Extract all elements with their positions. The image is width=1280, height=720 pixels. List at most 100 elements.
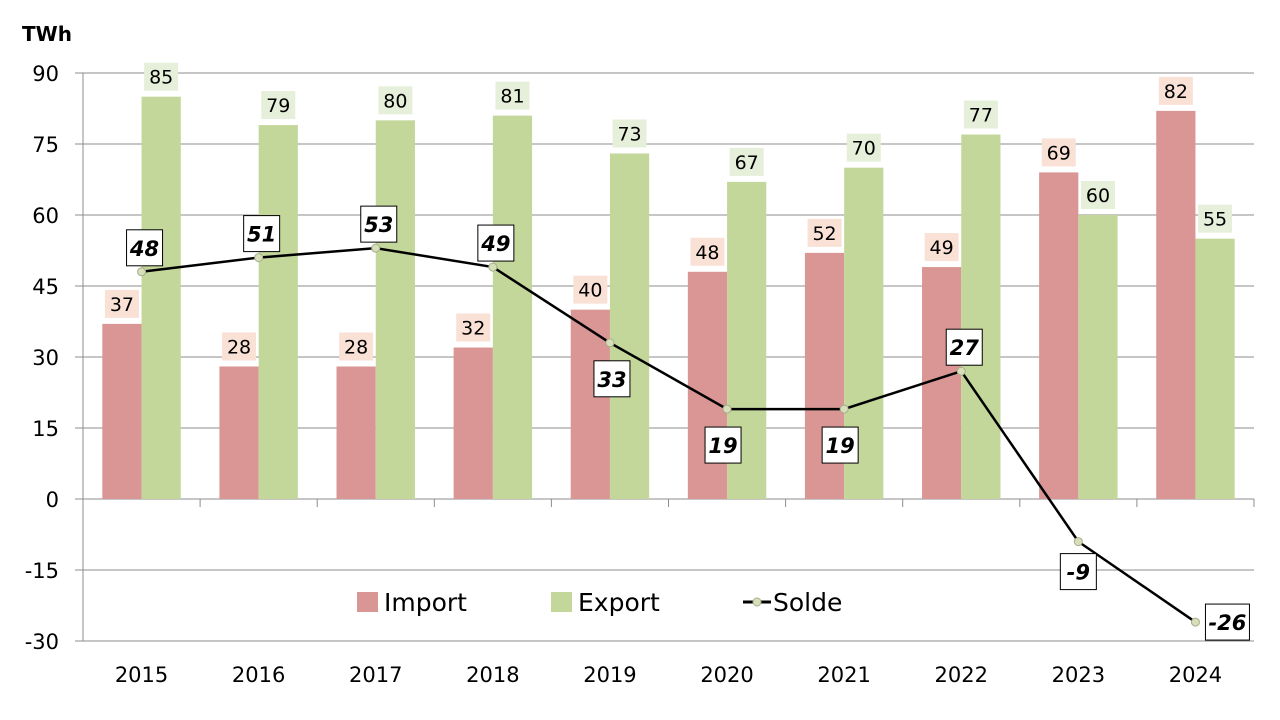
bar-label-bg-import bbox=[1041, 138, 1076, 167]
solde-label-box bbox=[1204, 603, 1250, 641]
bar-labels: 37 85 28 79 28 80 32 81 40 73 48 67 52 70 49 77 69 60 82 55 bbox=[104, 62, 1233, 361]
x-tick-label: 2024 bbox=[1169, 663, 1222, 687]
legend-marker-solde bbox=[752, 597, 762, 607]
y-tick-label: 0 bbox=[46, 488, 59, 512]
bar-export bbox=[609, 153, 650, 499]
x-tick-label: 2015 bbox=[115, 663, 168, 687]
solde-marker bbox=[956, 366, 966, 376]
solde-label: 53 bbox=[364, 213, 393, 237]
bars bbox=[102, 96, 1235, 500]
bar-label-export: 77 bbox=[969, 105, 993, 127]
bar-label-bg-import bbox=[222, 332, 257, 361]
legend-swatch-export bbox=[551, 592, 572, 612]
solde-label-box bbox=[243, 215, 281, 253]
solde-label: 49 bbox=[480, 232, 510, 256]
bar-import bbox=[570, 309, 610, 499]
bar-label-bg-export bbox=[1080, 181, 1115, 209]
x-tick-label: 2017 bbox=[349, 663, 402, 687]
bar-label-bg-import bbox=[1158, 76, 1193, 105]
legend-label-import: Import bbox=[384, 588, 467, 617]
solde-label: 19 bbox=[708, 434, 737, 458]
x-tick-label: 2021 bbox=[817, 663, 870, 687]
y-tick-label: -30 bbox=[25, 630, 59, 654]
legend: Import Export Solde bbox=[357, 588, 842, 617]
solde-line: 48 51 53 49 33 19 19 27 -9 -26 bbox=[126, 205, 1250, 641]
bar-import bbox=[687, 271, 728, 499]
solde-marker bbox=[488, 262, 498, 272]
bar-label-bg-export bbox=[963, 100, 998, 129]
bar-label-export: 85 bbox=[149, 67, 173, 89]
bar-label-bg-export bbox=[495, 81, 530, 110]
legend-swatch-import bbox=[357, 592, 378, 612]
bar-label-export: 60 bbox=[1086, 185, 1110, 207]
bar-label-bg-export bbox=[612, 119, 647, 148]
solde-marker bbox=[1190, 617, 1200, 627]
bar-label-export: 79 bbox=[266, 95, 290, 117]
bar-label-bg-export bbox=[378, 86, 413, 115]
bar-label-export: 55 bbox=[1203, 209, 1227, 231]
bar-import bbox=[1039, 172, 1079, 499]
solde-label-box bbox=[704, 426, 742, 464]
bar-export bbox=[1195, 238, 1235, 499]
solde-label-box bbox=[821, 426, 859, 464]
y-tick-label: 60 bbox=[32, 204, 59, 228]
bar-label-import: 48 bbox=[695, 242, 719, 264]
solde-marker bbox=[137, 267, 147, 277]
bar-label-export: 73 bbox=[617, 123, 641, 145]
solde-marker bbox=[839, 404, 849, 414]
solde-line-path bbox=[141, 246, 1197, 624]
bar-label-bg-export bbox=[1198, 204, 1233, 233]
solde-label: 51 bbox=[247, 223, 276, 247]
bar-label-bg-import bbox=[104, 289, 139, 318]
y-tick-label: 45 bbox=[32, 275, 59, 299]
bar-label-export: 70 bbox=[852, 138, 876, 160]
solde-label-box bbox=[593, 360, 631, 398]
x-axis-ticks: 2015 2016 2017 2018 2019 2020 2021 2022 2023 2024 bbox=[115, 663, 1222, 687]
solde-label: 19 bbox=[826, 434, 855, 458]
y-tick-label: 90 bbox=[32, 62, 59, 86]
bar-import bbox=[102, 323, 142, 499]
y-tick-label: 15 bbox=[32, 417, 59, 441]
bar-label-import: 37 bbox=[110, 294, 134, 316]
solde-label-box bbox=[126, 229, 164, 267]
bar-import bbox=[336, 366, 376, 499]
solde-marker bbox=[722, 404, 732, 414]
x-tick-label: 2022 bbox=[935, 663, 988, 687]
bar-import bbox=[1156, 110, 1196, 499]
bar-export bbox=[258, 125, 298, 500]
x-tick-label: 2020 bbox=[700, 663, 753, 687]
y-tick-label: -15 bbox=[25, 559, 59, 583]
x-tick-label: 2023 bbox=[1052, 663, 1105, 687]
bar-export bbox=[141, 96, 181, 500]
bar-label-bg-import bbox=[456, 313, 491, 342]
solde-label: 27 bbox=[950, 336, 980, 360]
bar-label-export: 81 bbox=[500, 86, 524, 108]
y-tick-label: 75 bbox=[32, 133, 59, 157]
legend-label-solde: Solde bbox=[773, 588, 842, 617]
bar-label-export: 67 bbox=[735, 152, 759, 174]
bar-export bbox=[1078, 215, 1118, 499]
bar-import bbox=[453, 347, 493, 499]
bar-label-import: 49 bbox=[930, 237, 954, 259]
y-axis-unit-label: TWh bbox=[22, 22, 72, 46]
bar-label-bg-export bbox=[144, 62, 179, 91]
solde-marker bbox=[254, 253, 264, 263]
bar-import bbox=[219, 366, 259, 499]
solde-label-box bbox=[477, 224, 515, 262]
y-axis-ticks: 90 75 60 45 30 15 0 -15 -30 bbox=[25, 62, 59, 654]
bar-label-import: 69 bbox=[1047, 142, 1071, 164]
bar-label-import: 28 bbox=[344, 336, 368, 358]
bar-label-bg-import bbox=[339, 332, 374, 361]
solde-label: -26 bbox=[1208, 611, 1246, 635]
solde-marker bbox=[371, 243, 381, 253]
x-tick-label: 2018 bbox=[466, 663, 519, 687]
bar-export bbox=[375, 120, 415, 499]
solde-label: 48 bbox=[129, 237, 159, 261]
bar-label-bg-export bbox=[261, 91, 296, 120]
bar-label-bg-export bbox=[846, 133, 881, 162]
solde-label-box bbox=[1059, 553, 1097, 591]
bar-label-bg-import bbox=[690, 237, 725, 266]
solde-marker bbox=[1073, 537, 1083, 547]
bar-export bbox=[961, 134, 1001, 500]
